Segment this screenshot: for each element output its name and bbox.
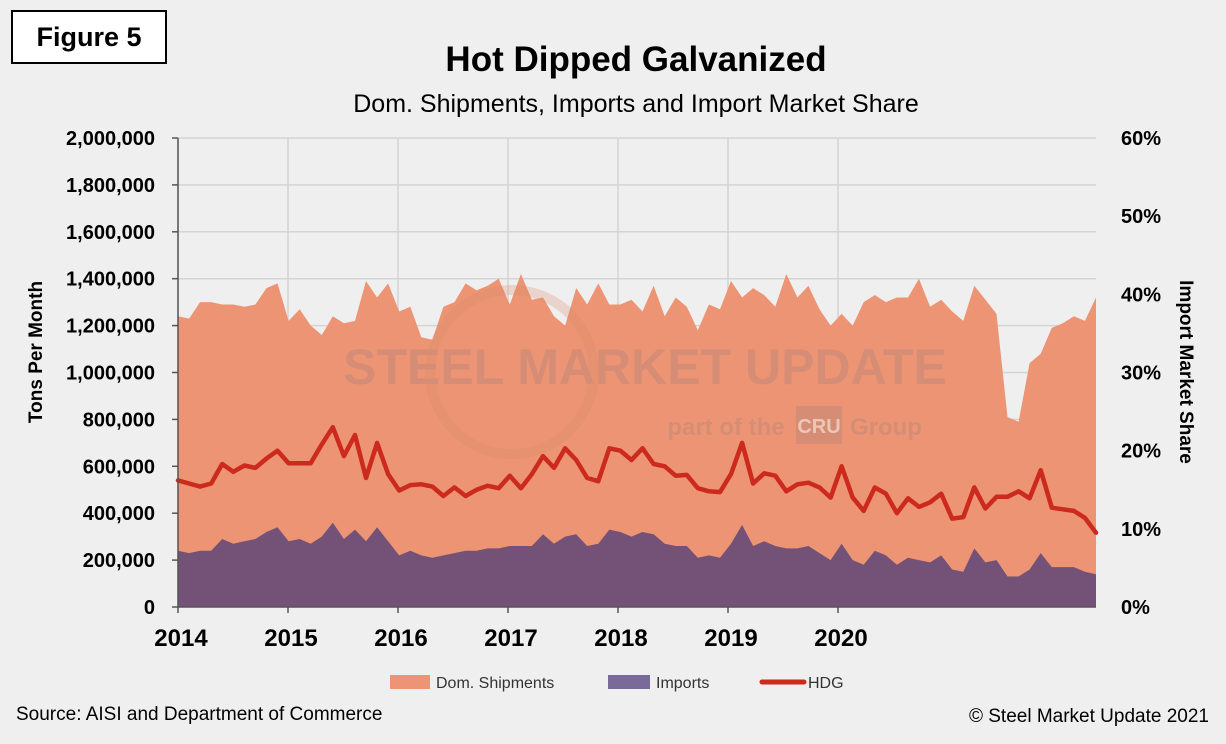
legend-item-imports: Imports <box>608 675 709 692</box>
y-tick-label: 0 <box>144 597 155 619</box>
area-series <box>178 274 1096 607</box>
source-note: Source: AISI and Department of Commerce <box>16 704 382 725</box>
y2-tick-label: 30% <box>1121 363 1161 385</box>
legend-item-hdg: HDG <box>759 675 844 692</box>
legend-label-hdg: HDG <box>808 675 844 692</box>
figure-label-box <box>11 10 167 64</box>
y-axis-title: Tons Per Month <box>26 281 47 423</box>
area-dom-shipments <box>178 274 1096 607</box>
chart-title: Hot Dipped Galvanized <box>445 40 826 79</box>
y2-tick-label: 0% <box>1121 597 1150 619</box>
x-tick-label: 2018 <box>594 625 647 652</box>
legend: Dom. Shipments Imports HDG <box>390 675 844 692</box>
x-tick-label: 2017 <box>484 625 537 652</box>
watermark-cru-logo <box>796 406 842 444</box>
watermark-tagline-logo: CRU <box>797 416 840 438</box>
legend-item-dom-shipments: Dom. Shipments <box>390 675 554 692</box>
x-tick-label: 2014 <box>154 625 208 652</box>
axes: 0 200,000 400,000 600,000 800,000 1,000,000 1,… <box>66 128 1161 652</box>
legend-swatch-imports <box>608 675 650 689</box>
y-tick-label: 400,000 <box>83 503 155 525</box>
y-tick-label: 1,400,000 <box>66 269 155 291</box>
legend-swatch-dom-shipments <box>390 675 430 689</box>
x-tick-label: 2020 <box>814 625 867 652</box>
y2-tick-label: 50% <box>1121 206 1161 228</box>
area-imports <box>178 522 1096 607</box>
y-tick-label: 1,200,000 <box>66 316 155 338</box>
y2-tick-label: 20% <box>1121 441 1161 463</box>
x-tick-label: 2015 <box>264 625 317 652</box>
y2-tick-label: 10% <box>1121 519 1161 541</box>
y-tick-label: 2,000,000 <box>66 128 155 150</box>
copyright: © Steel Market Update 2021 <box>969 706 1209 727</box>
line-series <box>175 424 1099 535</box>
watermark-tagline-post: Group <box>850 414 922 441</box>
legend-label-dom-shipments: Dom. Shipments <box>436 675 554 692</box>
y-tick-label: 200,000 <box>83 550 155 572</box>
figure-label: Figure 5 <box>36 22 141 52</box>
line-hdg <box>175 424 1099 535</box>
watermark-tagline-pre: part of the <box>667 414 784 441</box>
watermark: STEEL MARKET UPDATE part of the CRU Grou… <box>343 285 947 459</box>
x-tick-label: 2019 <box>704 625 757 652</box>
legend-label-imports: Imports <box>656 675 709 692</box>
y-tick-label: 1,800,000 <box>66 175 155 197</box>
y-tick-label: 1,000,000 <box>66 363 155 385</box>
watermark-brand: STEEL MARKET UPDATE <box>343 339 947 395</box>
y-tick-label: 600,000 <box>83 456 155 478</box>
y2-tick-label: 60% <box>1121 128 1161 150</box>
watermark-swoosh <box>425 285 599 459</box>
y-tick-label: 1,600,000 <box>66 222 155 244</box>
chart-subtitle: Dom. Shipments, Imports and Import Marke… <box>353 90 919 118</box>
x-tick-label: 2016 <box>374 625 427 652</box>
y2-tick-label: 40% <box>1121 284 1161 306</box>
y-tick-label: 800,000 <box>83 409 155 431</box>
y2-axis-title: Import Market Share <box>1175 280 1196 464</box>
